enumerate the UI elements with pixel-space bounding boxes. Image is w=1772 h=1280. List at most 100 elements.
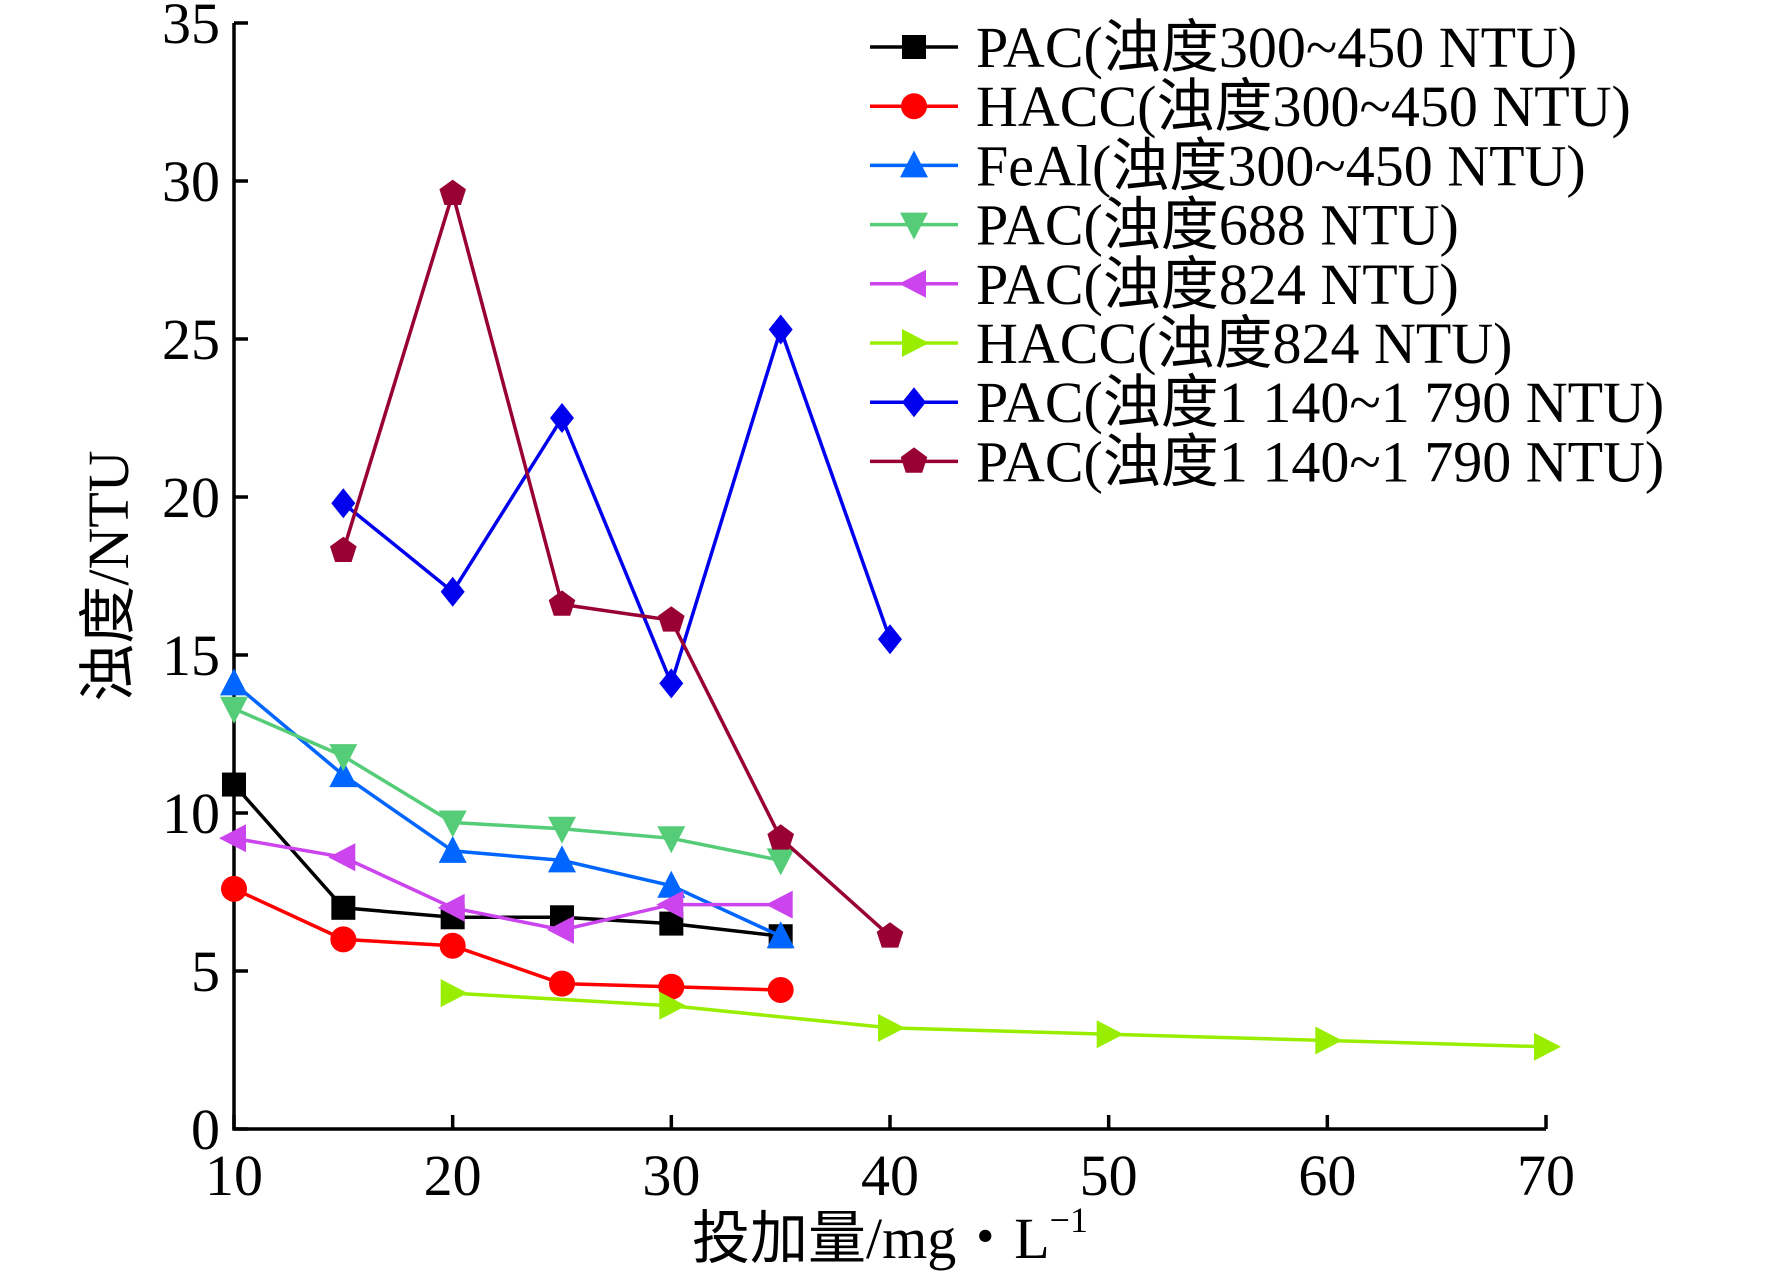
y-tick-label: 25 [162,307,220,372]
data-point [768,314,793,345]
x-tick-label: 40 [861,1143,919,1208]
data-point [878,624,902,655]
x-axis-title-text: 投加量/mg・L [692,1206,1050,1271]
data-point [439,932,466,959]
legend-marker-swatch [901,93,927,120]
data-point [548,590,576,616]
legend-label: PAC(浊度1 140~1 790 NTU) [976,429,1664,494]
data-point [876,922,904,948]
data-point [1096,1020,1124,1049]
series-layer [219,179,1561,1061]
legend-label: FeAl(浊度300~450 NTU) [976,133,1586,198]
legend-entry: FeAl(浊度300~450 NTU) [870,133,1586,198]
data-point [219,824,246,853]
data-point [439,179,466,205]
legend-entry: HACC(浊度824 NTU) [870,311,1512,376]
data-point [330,926,357,953]
series-3 [220,668,795,949]
legend-marker-swatch [900,212,928,240]
series-line [233,707,782,863]
data-point [767,976,794,1003]
legend-label: PAC(浊度688 NTU) [976,193,1459,258]
data-point [440,979,468,1008]
legend-label: HACC(浊度824 NTU) [976,311,1512,376]
series-line [232,783,781,938]
series-2 [221,875,794,1003]
legend-label: PAC(浊度1 140~1 790 NTU) [976,370,1664,435]
x-tick-label: 60 [1298,1143,1356,1208]
legend-marker-swatch [900,150,928,178]
y-tick-label: 10 [162,781,220,846]
data-point [766,921,795,949]
series-8 [330,179,904,948]
data-point [547,915,574,944]
legend-label: HACC(浊度300~450 NTU) [976,74,1631,139]
x-tick-label: 30 [642,1143,700,1208]
legend: PAC(浊度300~450 NTU)HACC(浊度300~450 NTU)FeA… [870,15,1664,494]
series-line [341,187,892,938]
y-axis-title: 浊度/NTU [76,450,141,701]
series-line [233,887,781,992]
x-tick-label: 70 [1517,1143,1575,1208]
series-6 [440,979,1561,1061]
data-point [657,826,686,854]
legend-marker-swatch [902,387,926,418]
data-point [657,870,686,898]
series-line [233,836,781,932]
data-point [1315,1026,1343,1055]
y-tick-label: 0 [191,1097,220,1162]
legend-marker-swatch [902,35,926,59]
data-point [220,696,248,724]
data-point [658,606,685,632]
series-5 [219,824,793,944]
data-point [440,576,465,607]
series-line [452,991,1547,1049]
data-point [328,843,356,872]
legend-entry: HACC(浊度300~450 NTU) [870,74,1631,139]
data-point [221,875,247,902]
data-point [548,816,576,844]
data-point [550,403,574,433]
x-axis-unit-exponent: −1 [1050,1200,1088,1240]
y-tick-label: 35 [162,0,220,56]
data-point [765,890,793,919]
data-point [220,668,248,696]
data-point [659,991,687,1020]
y-tick-label: 20 [162,465,220,530]
data-point [658,973,685,1000]
data-point [659,668,684,699]
data-point [222,772,246,797]
data-point [767,824,794,850]
series-line [232,682,782,938]
legend-entry: PAC(浊度824 NTU) [870,252,1459,317]
legend-marker-swatch [899,269,926,298]
legend-marker-swatch [900,447,928,473]
series-7 [331,314,902,699]
x-tick-label: 10 [205,1143,263,1208]
x-axis-title: 投加量/mg・L−1 [692,1200,1088,1271]
data-point [329,744,358,772]
legend-label: PAC(浊度300~450 NTU) [976,15,1577,80]
data-point [1534,1032,1561,1061]
data-point [329,760,358,788]
y-tick-label: 15 [162,623,220,688]
data-point [437,893,465,922]
series-4 [220,696,795,876]
data-point [549,970,575,997]
data-point [656,890,684,919]
x-tick-label: 20 [424,1143,482,1208]
legend-entry: PAC(浊度1 140~1 790 NTU) [870,370,1664,435]
legend-entry: PAC(浊度688 NTU) [870,193,1459,258]
data-point [438,810,467,838]
data-point [331,895,356,920]
legend-label: PAC(浊度824 NTU) [976,252,1459,317]
legend-entry: PAC(浊度300~450 NTU) [870,15,1577,80]
x-ticks: 10 20 30 40 50 60 70 [205,1115,1575,1208]
data-point [438,835,467,863]
y-tick-label: 5 [191,939,220,1004]
legend-entry: PAC(浊度1 140~1 790 NTU) [870,429,1664,494]
data-point [548,845,576,873]
y-ticks: 0 5 10 15 20 25 30 35 [162,0,248,1162]
data-point [878,1013,905,1042]
